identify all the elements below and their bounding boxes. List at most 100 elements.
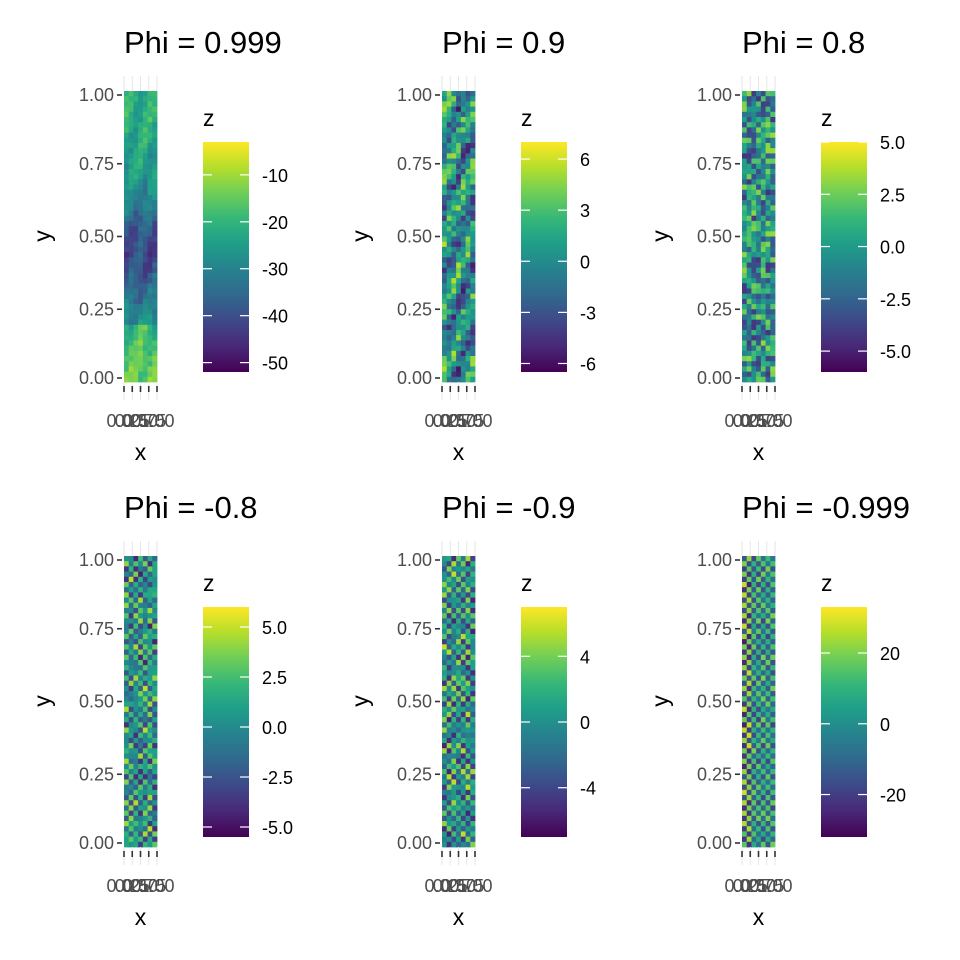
heat-cell bbox=[760, 179, 766, 185]
heat-cell bbox=[128, 722, 134, 728]
heat-cell bbox=[152, 179, 158, 185]
heat-cell bbox=[760, 241, 766, 248]
heat-cell bbox=[760, 670, 766, 676]
heat-cell bbox=[142, 831, 148, 838]
heat-cell bbox=[756, 654, 762, 661]
heat-cell bbox=[470, 220, 476, 227]
heat-cell bbox=[460, 701, 466, 708]
heat-cell bbox=[442, 111, 448, 118]
heat-cell bbox=[470, 592, 476, 598]
heat-cell bbox=[124, 184, 130, 191]
heat-cell bbox=[465, 262, 471, 269]
heat-cell bbox=[742, 350, 748, 357]
heat-cell bbox=[746, 576, 752, 583]
heat-cell bbox=[442, 701, 448, 708]
heat-cell bbox=[133, 335, 139, 341]
heat-cell bbox=[138, 189, 144, 196]
heat-cell bbox=[138, 241, 144, 248]
heat-cell bbox=[142, 205, 148, 211]
heat-cell bbox=[760, 711, 766, 718]
heat-cell bbox=[760, 127, 766, 133]
heat-cell bbox=[746, 345, 752, 352]
heat-cell bbox=[446, 748, 452, 754]
heat-cell bbox=[124, 769, 130, 775]
heat-cell bbox=[460, 665, 466, 671]
heat-cell bbox=[765, 350, 771, 357]
heat-cell bbox=[442, 623, 448, 630]
heat-cell bbox=[147, 571, 153, 578]
heat-cell bbox=[451, 148, 457, 154]
heat-cell bbox=[124, 743, 130, 749]
heat-cell bbox=[460, 821, 466, 827]
heat-cell bbox=[451, 330, 457, 336]
heat-cell bbox=[751, 153, 757, 159]
heat-cell bbox=[760, 774, 766, 780]
heat-cell bbox=[152, 345, 158, 352]
chart-panel: Phi = 0.9990.000.250.500.751.000.000.250… bbox=[29, 25, 288, 465]
heat-cell bbox=[760, 753, 766, 760]
heat-cell bbox=[152, 789, 158, 796]
heat-cell bbox=[152, 304, 158, 310]
heat-cell bbox=[751, 288, 757, 295]
heat-cell bbox=[138, 763, 144, 770]
heat-cell bbox=[751, 810, 757, 817]
heat-cell bbox=[133, 246, 139, 253]
heat-cell bbox=[765, 283, 771, 289]
heat-cell bbox=[765, 748, 771, 754]
heat-cell bbox=[751, 158, 757, 165]
heat-cell bbox=[138, 831, 144, 838]
heat-cell bbox=[128, 200, 134, 206]
heat-cell bbox=[147, 293, 153, 300]
heat-cell bbox=[152, 210, 158, 217]
heat-cell bbox=[133, 91, 139, 97]
heat-cell bbox=[147, 743, 153, 749]
heat-cell bbox=[465, 116, 471, 123]
heat-cell bbox=[465, 267, 471, 274]
heat-cell bbox=[133, 179, 139, 185]
heat-cell bbox=[465, 831, 471, 838]
y-tick-label: 0.75 bbox=[397, 619, 432, 639]
heat-cell bbox=[765, 257, 771, 263]
heat-cell bbox=[142, 91, 148, 97]
heat-cell bbox=[756, 821, 762, 827]
heat-cell bbox=[465, 628, 471, 635]
heat-cell bbox=[460, 215, 466, 222]
heat-cell bbox=[765, 805, 771, 812]
heat-cell bbox=[751, 101, 757, 107]
heat-cell bbox=[128, 122, 134, 128]
heat-cell bbox=[765, 774, 771, 780]
heat-cell bbox=[770, 821, 776, 827]
heat-cell bbox=[456, 670, 462, 676]
heat-cell bbox=[460, 309, 466, 315]
heat-cell bbox=[756, 91, 762, 97]
heat-cell bbox=[124, 361, 130, 367]
heat-cell bbox=[456, 774, 462, 780]
heat-cell bbox=[451, 122, 457, 128]
heat-cell bbox=[742, 236, 748, 243]
heat-cell bbox=[742, 345, 748, 352]
heat-cell bbox=[470, 800, 476, 806]
heat-cell bbox=[756, 618, 762, 624]
heat-cell bbox=[124, 607, 130, 614]
heat-cell bbox=[142, 644, 148, 650]
heat-cell bbox=[456, 763, 462, 770]
heat-cell bbox=[142, 711, 148, 718]
heat-cell bbox=[446, 111, 452, 118]
heat-cell bbox=[465, 659, 471, 666]
heat-cell bbox=[133, 805, 139, 812]
heat-cell bbox=[460, 283, 466, 289]
heat-cell bbox=[470, 561, 476, 567]
x-tick-label: 0.25 bbox=[433, 411, 468, 431]
heat-cell bbox=[442, 774, 448, 780]
heat-cell bbox=[456, 314, 462, 321]
heat-cell bbox=[751, 226, 757, 232]
heat-cell bbox=[465, 566, 471, 572]
heat-cell bbox=[460, 241, 466, 248]
heat-cell bbox=[742, 737, 748, 744]
heat-cell bbox=[751, 298, 757, 305]
heat-cell bbox=[133, 210, 139, 217]
heat-cell bbox=[770, 184, 776, 191]
heat-cell bbox=[446, 314, 452, 321]
heat-cell bbox=[460, 691, 466, 697]
heat-cell bbox=[465, 288, 471, 295]
